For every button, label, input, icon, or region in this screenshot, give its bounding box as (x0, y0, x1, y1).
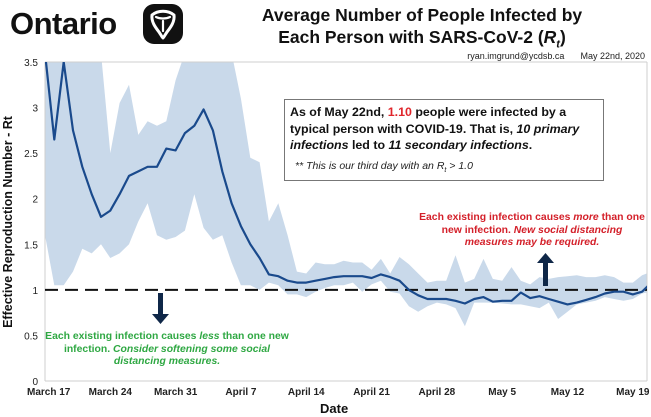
summary-part-3: led to (348, 138, 389, 152)
y-tick-label: 1.5 (24, 240, 38, 251)
annotation-above-emphasis: more (573, 212, 599, 223)
rt-series-line (45, 62, 647, 306)
x-tick-label: May 19 (616, 387, 650, 398)
chart-title: Average Number of People Infected by Eac… (196, 4, 648, 56)
report-date: May 22nd, 2020 (580, 51, 645, 61)
y-tick-label: 0.5 (24, 331, 38, 342)
title-line-2-text: Each Person with SARS-CoV-2 ( (278, 27, 544, 47)
primary-count: 10 (516, 121, 531, 136)
trillium-icon (143, 4, 183, 44)
x-tick-label: March 31 (154, 387, 198, 398)
note-symbol: R (436, 160, 445, 172)
y-axis-label: Effective Reproduction Number - Rt (1, 116, 15, 328)
summary-note: ** This is our third day with an Rt > 1.… (295, 160, 473, 177)
y-tick-label: 3.5 (24, 58, 38, 69)
primary-label: primary infections (290, 121, 580, 153)
annotation-above-text-2: than one new infection. (441, 212, 645, 236)
title-symbol: R (543, 27, 557, 47)
summary-part-2: people were infected by a typical person… (290, 105, 567, 136)
x-tick-label: April 21 (353, 387, 390, 398)
x-tick-label: April 7 (225, 387, 257, 398)
y-axis-label-container: Effective Reproduction Number - Rt (0, 62, 16, 381)
summary-part-1: As of May 22nd, (290, 105, 388, 119)
y-tick-label: 3 (32, 104, 38, 115)
x-tick-label: May 5 (488, 387, 516, 398)
title-line-2: Each Person with SARS-CoV-2 (Rt) (196, 26, 648, 56)
annotation-above-italic: New social distancing measures may be re… (464, 224, 623, 249)
byline: ryan.imgrund@ycdsb.ca May 22nd, 2020 (467, 51, 645, 62)
note-prefix: ** This is our third day with an (295, 160, 437, 172)
annotation-below-text-1: Each existing infection causes (45, 331, 200, 342)
summary-part-4: . (528, 138, 533, 152)
y-tick-label: 0 (32, 377, 38, 388)
note-suffix: > 1.0 (446, 160, 473, 172)
annotation-above-text-1: Each existing infection causes (419, 212, 574, 223)
y-tick-label: 2 (32, 195, 38, 206)
y-tick-label: 2.5 (24, 149, 38, 160)
x-tick-label: March 24 (89, 387, 133, 398)
annotation-below-italic: Consider softening some social distancin… (113, 343, 271, 368)
title-subscript: t (556, 38, 560, 51)
note-subscript: t (444, 167, 447, 175)
annotation-above-threshold: Each existing infection causes more than… (416, 212, 648, 250)
ontario-logo-text: Ontario (10, 6, 117, 41)
annotation-below-text-2: than one new infection. (63, 331, 289, 355)
x-tick-label: April 28 (419, 387, 456, 398)
title-line-1: Average Number of People Infected by (261, 5, 583, 25)
current-rt-value: 1.10 (387, 105, 412, 119)
secondary-label: secondary infections (404, 138, 529, 152)
annotation-below-threshold: Each existing infection causes less than… (43, 331, 291, 369)
x-tick-label: March 17 (27, 387, 71, 398)
secondary-count: 11 (388, 138, 402, 152)
x-axis-label: Date (320, 401, 349, 416)
x-tick-label: April 14 (288, 387, 325, 398)
arrow-up-icon (537, 253, 554, 286)
y-tick-label: 1 (32, 286, 38, 297)
annotation-below-emphasis: less (199, 331, 220, 342)
confidence-band (45, 62, 647, 327)
author-email: ryan.imgrund@ycdsb.ca (467, 51, 565, 61)
x-tick-label: May 12 (551, 387, 585, 398)
summary-box: As of May 22nd, 1.10 people were infecte… (284, 99, 604, 181)
y-axis-label-text: Effective Reproduction Number - Rt (1, 115, 15, 328)
title-suffix: ) (559, 27, 566, 47)
summary-text: As of May 22nd, 1.10 people were infecte… (290, 104, 600, 154)
arrow-down-icon (152, 293, 169, 324)
